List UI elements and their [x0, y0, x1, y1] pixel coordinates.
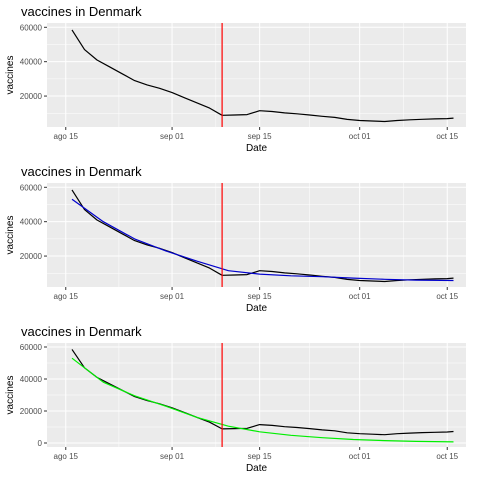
chart-panel-1: ago 15 sep 01 sep 15 oct 01 oct 15 20000 40000…: [5, 4, 466, 154]
x-tick-label: ago 15: [54, 132, 79, 141]
series-line-2: [71, 357, 454, 443]
x-tick-label: sep 15: [248, 452, 273, 461]
y-tick-label: 40000: [20, 218, 43, 227]
x-axis-title: Date: [246, 463, 268, 474]
x-tick-label: oct 15: [436, 452, 458, 461]
x-tick-label: oct 01: [349, 452, 371, 461]
series-line-1: [71, 349, 454, 436]
x-axis-title: Date: [246, 303, 268, 314]
x-tick-label: sep 01: [160, 452, 185, 461]
x-tick-label: oct 01: [349, 132, 371, 141]
y-tick-label: 60000: [20, 343, 43, 352]
x-tick-label: sep 15: [248, 292, 273, 301]
y-tick-label: 0: [38, 439, 43, 448]
y-tick-label: 20000: [20, 407, 43, 416]
plot-background: [47, 23, 466, 127]
x-axis-title: Date: [246, 143, 268, 154]
chart-panel-2: ago 15 sep 01 sep 15 oct 01 oct 15 20000 40000…: [5, 164, 466, 314]
y-tick-label: 40000: [20, 58, 43, 67]
x-tick-label: sep 01: [160, 292, 185, 301]
y-tick-label: 60000: [20, 183, 43, 192]
y-tick-label: 40000: [20, 375, 43, 384]
x-tick-label: oct 01: [349, 292, 371, 301]
series-line-1: [71, 29, 454, 123]
series-line-2: [71, 198, 454, 282]
chart-title: vaccines in Denmark: [21, 164, 142, 179]
chart-title: vaccines in Denmark: [21, 4, 142, 19]
chart-title: vaccines in Denmark: [21, 324, 142, 339]
y-axis-title: vaccines: [5, 376, 16, 415]
x-tick-label: ago 15: [54, 452, 79, 461]
y-tick-label: 20000: [20, 92, 43, 101]
x-tick-label: oct 15: [436, 132, 458, 141]
y-tick-label: 20000: [20, 252, 43, 261]
chart-panel-3: ago 15 sep 01 sep 15 oct 01 oct 15 0 20000 4000…: [5, 324, 466, 474]
x-tick-label: ago 15: [54, 292, 79, 301]
x-tick-label: oct 15: [436, 292, 458, 301]
y-axis-title: vaccines: [5, 56, 16, 95]
x-tick-label: sep 01: [160, 132, 185, 141]
x-tick-label: sep 15: [248, 132, 273, 141]
series-line-1: [71, 189, 454, 283]
y-axis-title: vaccines: [5, 216, 16, 255]
plot-background: [47, 183, 466, 287]
y-tick-label: 60000: [20, 23, 43, 32]
